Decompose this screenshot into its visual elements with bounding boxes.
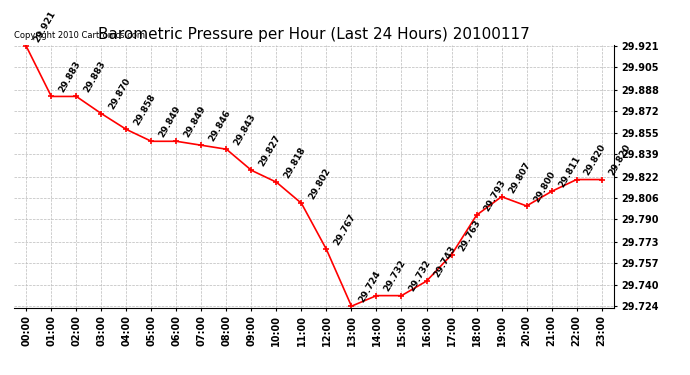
Text: 29.883: 29.883 xyxy=(82,60,107,94)
Text: 29.724: 29.724 xyxy=(357,269,382,304)
Text: 29.827: 29.827 xyxy=(257,134,282,168)
Text: 29.849: 29.849 xyxy=(182,104,207,139)
Text: 29.767: 29.767 xyxy=(332,213,357,247)
Text: Copyright 2010 Cartronics.com: Copyright 2010 Cartronics.com xyxy=(14,31,145,40)
Text: 29.763: 29.763 xyxy=(457,218,482,253)
Text: 29.807: 29.807 xyxy=(507,160,532,195)
Text: 29.800: 29.800 xyxy=(532,170,557,204)
Text: 29.732: 29.732 xyxy=(382,259,407,294)
Title: Barometric Pressure per Hour (Last 24 Hours) 20100117: Barometric Pressure per Hour (Last 24 Ho… xyxy=(98,27,530,42)
Text: 29.858: 29.858 xyxy=(132,93,157,127)
Text: 29.811: 29.811 xyxy=(557,154,582,189)
Text: 29.849: 29.849 xyxy=(157,104,182,139)
Text: 29.870: 29.870 xyxy=(107,77,132,111)
Text: 29.846: 29.846 xyxy=(207,108,232,143)
Text: 29.883: 29.883 xyxy=(57,60,82,94)
Text: 29.820: 29.820 xyxy=(582,143,607,177)
Text: 29.743: 29.743 xyxy=(432,244,457,279)
Text: 29.820: 29.820 xyxy=(607,143,632,177)
Text: 29.921: 29.921 xyxy=(32,9,57,44)
Text: 29.843: 29.843 xyxy=(232,112,257,147)
Text: 29.732: 29.732 xyxy=(407,259,432,294)
Text: 29.802: 29.802 xyxy=(307,166,332,201)
Text: 29.793: 29.793 xyxy=(482,178,507,213)
Text: 29.818: 29.818 xyxy=(282,146,307,180)
